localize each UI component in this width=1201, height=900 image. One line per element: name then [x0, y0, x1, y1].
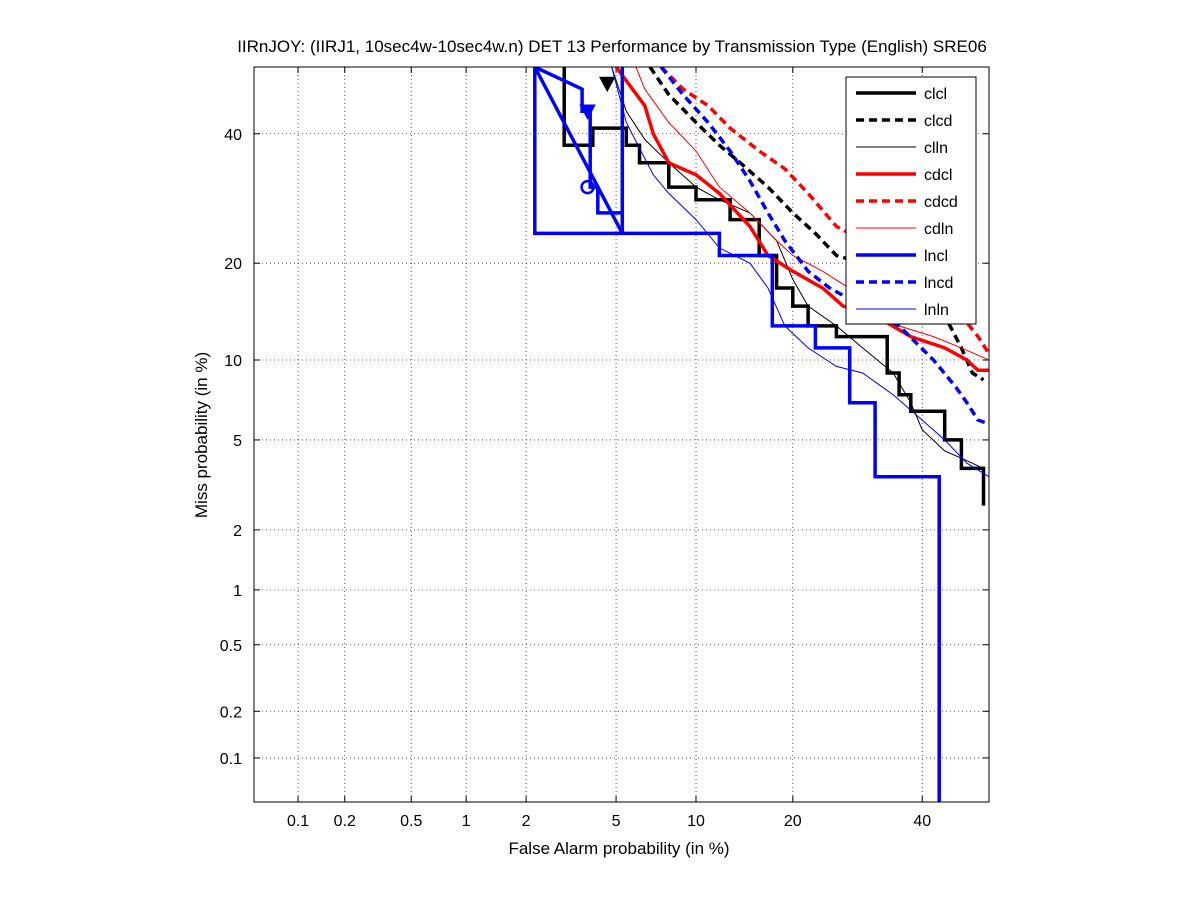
x-tick-labels: 0.1 0.2 0.5 1 2 5 10 20 40: [287, 813, 931, 830]
plot-frame: [253, 66, 990, 803]
series-line-cdcd: [659, 67, 989, 355]
legend-label-clcl: clcl: [924, 86, 947, 103]
y-tick-label: 2: [233, 523, 242, 540]
y-tick-label: 0.5: [220, 638, 242, 655]
x-tick-label: 10: [687, 813, 705, 830]
y-tick-label: 1: [233, 583, 242, 600]
marker-group: [579, 76, 616, 195]
series-line-lncd: [659, 67, 989, 426]
y-tick-label: 5: [233, 433, 242, 450]
legend: clcl clcd clln cdcl cdcd cdln lncl lncd lnln: [845, 76, 977, 325]
legend-label-lncl: lncl: [924, 248, 948, 265]
legend-label-cdcd: cdcd: [924, 194, 958, 211]
series-line-lnln: [611, 67, 989, 478]
marker-triangle-lncl: [579, 104, 596, 120]
legend-label-clln: clln: [924, 140, 948, 157]
x-tick-label: 20: [784, 813, 802, 830]
marker-circle-lncl: [580, 179, 595, 195]
legend-entries: clcl clcd clln cdcl cdcd cdln lncl lncd lnln: [856, 86, 958, 319]
x-tick-label: 0.2: [334, 813, 356, 830]
legend-label-cdcl: cdcl: [924, 167, 952, 184]
series-line-clcl: [562, 67, 986, 506]
x-tick-label: 5: [612, 813, 621, 830]
chart-title: IIRnJOY: (IIRJ1, 10sec4w-10sec4w.n) DET …: [237, 37, 987, 56]
x-tick-label: 0.5: [400, 813, 422, 830]
series-line-cdln: [635, 67, 989, 361]
x-tick-label: 0.1: [287, 813, 309, 830]
y-tick-label: 40: [224, 127, 242, 144]
y-tick-label: 0.2: [220, 704, 242, 721]
x-tick-label: 40: [913, 813, 931, 830]
series-group: [532, 67, 989, 802]
legend-label-clcd: clcd: [924, 113, 952, 130]
x-axis-title: False Alarm probability (in %): [508, 839, 729, 858]
y-axis-title: Miss probability (in %): [192, 352, 211, 518]
grid: [254, 67, 989, 802]
series-line-cdcl: [614, 67, 989, 373]
series-line-clcd: [648, 67, 985, 382]
y-tick-label: 20: [224, 256, 242, 273]
legend-label-lnln: lnln: [924, 302, 949, 319]
x-tick-label: 2: [522, 813, 531, 830]
x-tick-label: 1: [462, 813, 471, 830]
y-tick-label: 0.1: [220, 751, 242, 768]
marker-triangle-clcl: [598, 76, 616, 93]
y-tick-label: 10: [224, 353, 242, 370]
series-line-lncl: [532, 67, 941, 802]
legend-label-lncd: lncd: [924, 275, 953, 292]
legend-label-cdln: cdln: [924, 221, 953, 238]
y-tick-labels: 0.1 0.2 0.5 1 2 5 10 20 40: [220, 127, 242, 768]
